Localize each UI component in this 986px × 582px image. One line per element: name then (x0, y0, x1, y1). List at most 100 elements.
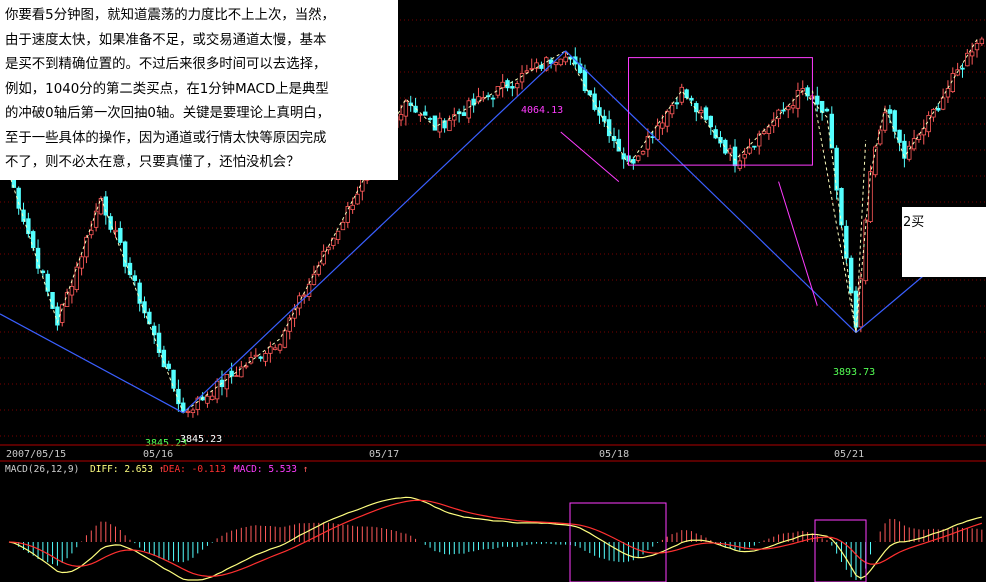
candle-down (616, 138, 622, 152)
candle-up (911, 138, 917, 150)
candle-down (485, 95, 491, 98)
candle-down (718, 137, 723, 144)
candle-up (340, 221, 346, 231)
candle-up (655, 125, 660, 140)
candle-down (151, 325, 157, 336)
annotation-line-3: 是买不到精确位置的。不过后来很多时间可以去选择， (5, 57, 327, 72)
candle-down (819, 100, 825, 113)
analysis-lines (0, 39, 986, 414)
diff-label: DIFF: (90, 464, 119, 475)
dea-label: DEA: (163, 464, 186, 475)
candle-down (539, 64, 544, 69)
candle-down (505, 80, 510, 89)
candle-up (940, 97, 946, 110)
candle-down (805, 87, 810, 97)
candle-down (848, 257, 854, 294)
dea-value: -0.113 (192, 464, 226, 475)
annotation-line-2: 由于速度太快，如果准备不足，或交易通道太慢，基本 (5, 32, 327, 48)
candle-up (858, 278, 864, 328)
candle-up (698, 109, 704, 114)
candle-up (282, 330, 288, 348)
candle-up (306, 283, 312, 297)
candle-down (166, 363, 171, 369)
candle-up (418, 114, 423, 116)
candle-up (403, 100, 409, 117)
candle-down (708, 115, 713, 128)
candle-down (137, 282, 142, 304)
candle-up (214, 380, 220, 400)
candle-up (974, 42, 980, 51)
candle-up (757, 133, 762, 147)
low1-price-label: 3845.23 (180, 434, 222, 445)
candle-down (902, 140, 907, 159)
candle-down (689, 97, 694, 101)
candle-down (35, 247, 41, 269)
candle-up (500, 81, 505, 89)
candle-down (132, 275, 138, 281)
candle-down (427, 118, 433, 120)
candle-down (423, 111, 428, 116)
candle-down (171, 369, 176, 389)
candle-up (921, 128, 926, 136)
candle-up (447, 120, 452, 132)
macd-panel (8, 496, 983, 582)
low1-green-label: 3845.23 (145, 438, 187, 449)
candle-up (190, 409, 196, 414)
candle-up (476, 96, 481, 103)
candle-up (205, 395, 210, 404)
candle-up (558, 58, 563, 66)
candle-up (277, 344, 283, 351)
annotation-line-5: 的冲破0轴后第一次回抽0轴。关键是要理论上真明白， (5, 106, 331, 121)
macd-header: MACD(26,12,9) DIFF: 2.653 ↑ DEA: -0.113 … (5, 464, 308, 475)
candle-down (631, 158, 636, 164)
candle-up (253, 354, 259, 357)
candle-up (553, 62, 559, 66)
candle-up (248, 357, 254, 364)
candle-up (766, 126, 772, 134)
buy-point-label: 2买 (903, 215, 925, 230)
candle-up (727, 148, 733, 154)
candle-down (592, 93, 597, 110)
candle-down (21, 209, 26, 222)
candle-down (723, 139, 728, 154)
macd-value: 5.533 (268, 464, 297, 475)
candle-down (45, 273, 50, 292)
candle-down (829, 113, 834, 149)
date-label-0: 2007/05/15 (6, 449, 66, 460)
candle-up (747, 147, 752, 154)
candle-up (234, 375, 239, 377)
candle-down (752, 145, 757, 148)
bottom-dash-1 (811, 90, 857, 333)
trend-line-up-1 (182, 50, 567, 414)
candle-up (771, 119, 776, 127)
candle-up (263, 353, 268, 362)
candle-down (713, 129, 718, 139)
macd-box-2 (814, 519, 867, 582)
candle-up (331, 237, 336, 246)
candle-down (674, 102, 680, 105)
candle-up (979, 38, 985, 45)
candle-up (945, 88, 951, 98)
candle-up (529, 68, 534, 70)
candle-down (577, 63, 583, 74)
candle-down (408, 102, 413, 106)
candle-up (345, 206, 350, 223)
candle-up (669, 104, 675, 115)
candle-up (742, 153, 747, 159)
diff-arrow: ↑ (159, 464, 165, 475)
date-label-2: 05/17 (369, 449, 399, 460)
candle-down (587, 90, 592, 96)
candle-up (89, 229, 94, 236)
annotation-line-6: 至于一些具体的操作，因为通道或行情太快等原因完成 (5, 130, 327, 146)
high-price-label: 4064.13 (521, 105, 563, 116)
date-label-4: 05/21 (834, 449, 864, 460)
candle-down (161, 349, 167, 368)
candle-up (466, 100, 471, 119)
candle-down (122, 241, 128, 267)
candle-up (224, 374, 229, 390)
candle-down (853, 290, 859, 328)
candle-up (665, 110, 670, 127)
macd-name: MACD(26,12,9) (5, 464, 79, 475)
candle-down (621, 153, 626, 160)
